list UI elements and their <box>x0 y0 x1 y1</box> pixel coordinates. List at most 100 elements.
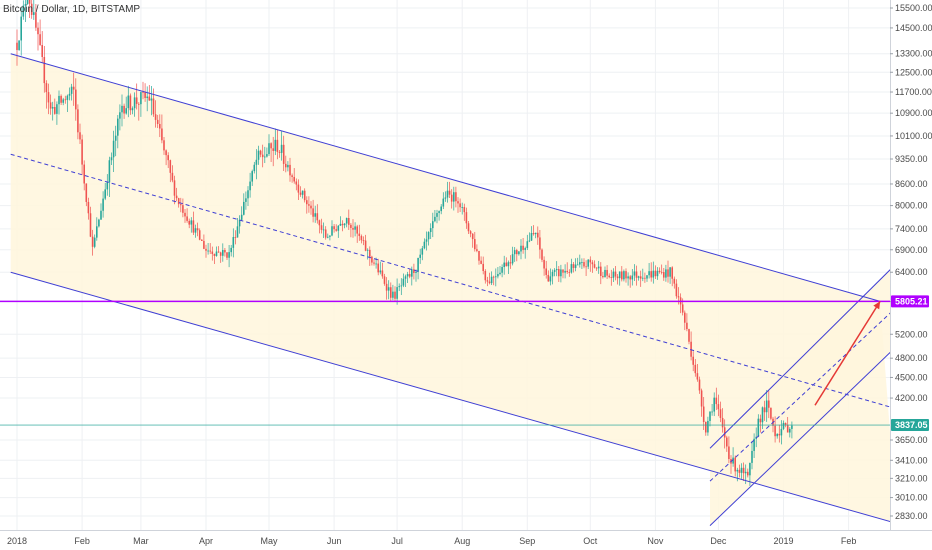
candle-body <box>587 259 589 267</box>
candle-body <box>631 275 634 280</box>
candle-body <box>513 250 516 255</box>
candle-body <box>763 407 766 413</box>
candle-body <box>713 397 715 412</box>
projection-arrow[interactable] <box>814 300 881 406</box>
candle-body <box>591 262 594 265</box>
candle-body <box>295 181 298 185</box>
candle-body <box>264 156 266 158</box>
candle-body <box>455 192 457 202</box>
y-tick-label: 8600.00 <box>895 179 928 189</box>
candle-body <box>707 420 709 433</box>
candle-body <box>474 239 476 250</box>
candle-body <box>791 425 793 429</box>
candle-body <box>293 176 295 182</box>
candle-body <box>383 276 386 284</box>
candle-body <box>484 271 487 281</box>
candle-body <box>253 164 256 172</box>
candle-body <box>610 277 613 278</box>
y-tick-label: 8000.00 <box>895 201 928 211</box>
candle-body <box>438 211 440 214</box>
candle-body <box>140 92 142 105</box>
candle-body <box>240 214 243 220</box>
candle-body <box>165 150 167 156</box>
candle-body <box>635 271 638 278</box>
candle-body <box>24 4 27 6</box>
x-tick-label: Feb <box>74 536 90 546</box>
candle-body <box>106 182 109 190</box>
candle-body <box>138 103 140 105</box>
candle-body <box>524 248 526 250</box>
candle-body <box>112 140 115 158</box>
candle-body <box>337 225 340 231</box>
candle-body <box>375 263 377 265</box>
candle-body <box>726 437 728 447</box>
candle-body <box>297 184 300 193</box>
candle-body <box>698 379 701 391</box>
rising-upper-line[interactable] <box>709 262 898 449</box>
candle-body <box>432 221 434 229</box>
candle-body <box>652 270 655 278</box>
x-tick-label: 2018 <box>7 536 27 546</box>
candle-body <box>583 262 585 267</box>
candle-body <box>440 206 442 212</box>
projection-arrowhead <box>873 301 881 310</box>
candle-body <box>47 92 50 103</box>
candle-body <box>744 471 747 474</box>
candle-body <box>579 262 581 265</box>
candle-body <box>770 407 772 419</box>
rising-mid-line[interactable] <box>709 306 898 482</box>
candle-body <box>371 256 373 263</box>
candle-body <box>316 213 319 221</box>
candle-body <box>83 164 85 184</box>
candle-body <box>434 216 436 222</box>
candle-body <box>169 160 172 173</box>
candle-body <box>232 237 235 248</box>
candle-body <box>291 175 293 177</box>
candle-body <box>520 245 522 252</box>
candle-body <box>786 424 789 433</box>
candle-body <box>350 224 352 228</box>
y-tick-label: 4800.00 <box>895 353 928 363</box>
x-tick-label: Feb <box>841 536 857 546</box>
y-tick-label: 12500.00 <box>895 67 932 77</box>
price-axis-panel[interactable] <box>890 0 932 550</box>
candle-body <box>425 239 428 242</box>
channel-upper-line[interactable] <box>10 53 881 302</box>
candle-body <box>705 422 707 433</box>
candle-body <box>660 271 663 273</box>
candle-body <box>742 467 745 474</box>
candle-body <box>343 223 346 226</box>
candle-body <box>318 220 321 226</box>
candle-body <box>366 249 369 251</box>
channel-lower-line[interactable] <box>10 271 898 524</box>
candle-body <box>110 157 113 161</box>
candle-body <box>574 264 577 268</box>
x-tick-label: 2019 <box>773 536 793 546</box>
candle-body <box>194 228 197 233</box>
candle-body <box>379 270 382 273</box>
candle-body <box>354 226 356 230</box>
candle-body <box>690 341 692 357</box>
candle-body <box>182 205 184 213</box>
candle-body <box>692 356 694 365</box>
y-tick-label: 3650.00 <box>895 435 928 445</box>
candle-body <box>408 274 411 277</box>
candle-body <box>564 270 566 273</box>
x-tick-label: Mar <box>133 536 149 546</box>
candle-body <box>154 114 157 120</box>
candle-body <box>581 262 583 263</box>
candle-body <box>759 418 762 423</box>
candle-body <box>156 119 159 124</box>
candle-body <box>198 230 201 240</box>
candle-body <box>543 259 545 269</box>
time-axis-panel[interactable] <box>0 530 932 550</box>
candle-body <box>459 203 461 208</box>
candle-body <box>728 446 730 460</box>
rising-lower-line[interactable] <box>709 345 898 527</box>
y-tick-label: 5200.00 <box>895 329 928 339</box>
x-tick-label: Dec <box>710 536 727 546</box>
candle-body <box>175 195 178 199</box>
price-badge-label: 3837.05 <box>895 420 928 430</box>
candle-body <box>255 159 258 165</box>
